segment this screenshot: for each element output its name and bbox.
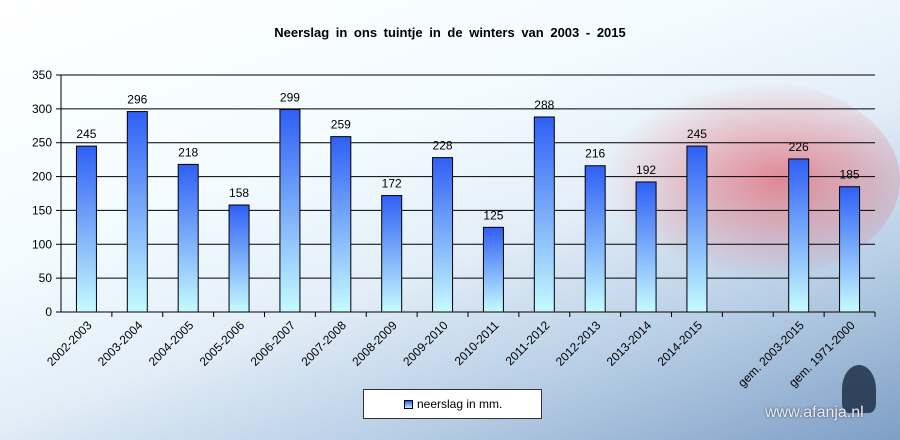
x-tick-label: 2002-2003 bbox=[44, 318, 95, 369]
x-tick-label: 2012-2013 bbox=[553, 318, 604, 369]
x-tick-label: 2005-2006 bbox=[197, 318, 248, 369]
y-tick-label: 300 bbox=[32, 102, 52, 116]
x-tick-label: 2003-2004 bbox=[95, 318, 146, 369]
watermark: www.afanja.nl bbox=[765, 404, 864, 421]
bar bbox=[279, 109, 301, 313]
data-label: 125 bbox=[483, 208, 503, 222]
data-label: 172 bbox=[382, 177, 402, 191]
x-tick-label: 2007-2008 bbox=[298, 318, 349, 369]
logo-silhouette bbox=[842, 365, 876, 413]
data-label: 259 bbox=[331, 118, 351, 132]
x-tick-label: 2014-2015 bbox=[655, 318, 706, 369]
bar bbox=[686, 145, 708, 313]
x-tick-label: 2006-2007 bbox=[248, 318, 299, 369]
x-tick-label: 2011-2012 bbox=[503, 318, 553, 368]
x-tick-label: 2004-2005 bbox=[146, 318, 197, 369]
bar bbox=[788, 158, 810, 313]
bar bbox=[177, 163, 199, 313]
y-tick-label: 150 bbox=[32, 203, 52, 217]
data-label: 245 bbox=[76, 127, 96, 141]
bar bbox=[839, 186, 861, 313]
data-label: 158 bbox=[229, 186, 249, 200]
data-label: 296 bbox=[127, 93, 147, 107]
bar bbox=[381, 195, 403, 313]
bar bbox=[533, 116, 555, 313]
bar bbox=[330, 136, 352, 313]
data-label: 245 bbox=[687, 127, 707, 141]
data-label: 216 bbox=[585, 147, 605, 161]
bar bbox=[228, 204, 250, 313]
data-label: 228 bbox=[433, 139, 453, 153]
x-tick-label: 2010-2011 bbox=[452, 318, 502, 368]
bar bbox=[482, 226, 504, 313]
y-tick-label: 250 bbox=[32, 136, 52, 150]
legend-label: neerslag in mm. bbox=[417, 397, 503, 411]
data-label: 299 bbox=[280, 91, 300, 105]
legend-swatch bbox=[404, 399, 413, 409]
bar bbox=[584, 165, 606, 313]
data-label: 192 bbox=[636, 163, 656, 177]
data-label: 185 bbox=[840, 168, 860, 182]
data-label: 288 bbox=[534, 98, 554, 112]
bar bbox=[75, 145, 97, 313]
bar bbox=[432, 157, 454, 313]
bar bbox=[126, 111, 148, 313]
y-tick-label: 50 bbox=[39, 271, 53, 285]
bar bbox=[635, 181, 657, 313]
y-tick-label: 0 bbox=[45, 305, 52, 319]
y-tick-label: 200 bbox=[32, 170, 52, 184]
y-tick-label: 100 bbox=[32, 237, 52, 251]
x-tick-label: 2009-2010 bbox=[400, 318, 451, 369]
legend: neerslag in mm. bbox=[363, 389, 542, 419]
data-label: 226 bbox=[789, 140, 809, 154]
x-tick-label: 2008-2009 bbox=[349, 318, 400, 369]
y-tick-label: 350 bbox=[32, 68, 52, 82]
chart-title: Neerslag in ons tuintje in de winters va… bbox=[274, 25, 626, 40]
x-tick-label: 2013-2014 bbox=[604, 318, 655, 369]
data-label: 218 bbox=[178, 145, 198, 159]
